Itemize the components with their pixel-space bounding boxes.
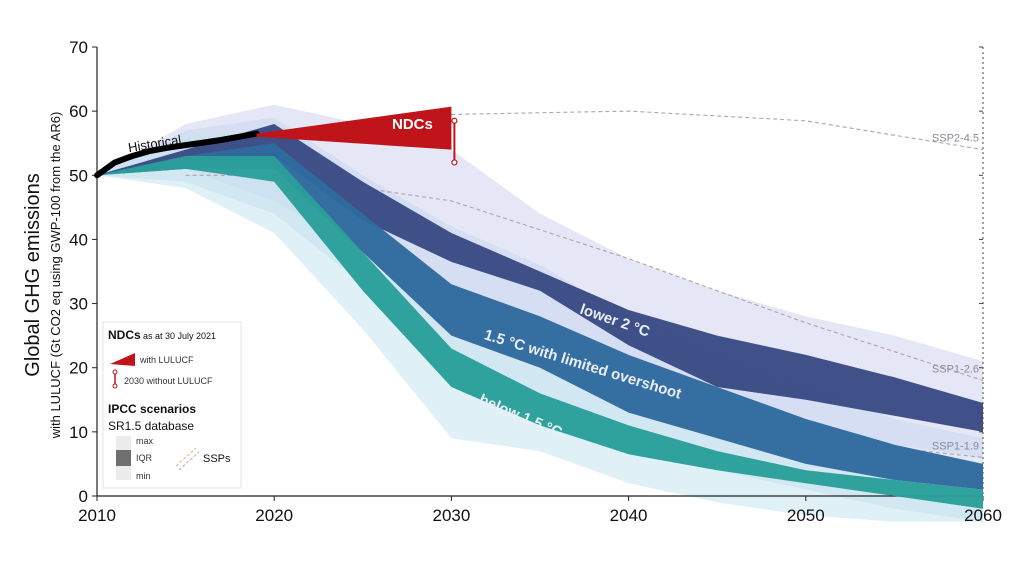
- x-tick-label: 2040: [610, 506, 648, 525]
- x-tick-label: 2060: [964, 506, 1002, 525]
- y-axis-subtitle: with LULUCF (Gt CO2 eq using GWP-100 fro…: [48, 112, 63, 440]
- legend-ssp-line: [178, 451, 200, 471]
- ndc-layer: NDCs: [256, 106, 458, 166]
- legend-without-lulucf: 2030 without LULUCF: [124, 376, 213, 386]
- x-tick-label: 2030: [432, 506, 470, 525]
- iqr-band-0: [97, 124, 983, 432]
- ndc-label: NDCs: [392, 116, 433, 133]
- y-tick-label: 20: [69, 359, 88, 378]
- historical-line: [94, 130, 260, 179]
- legend-iqr: IQR: [136, 453, 153, 463]
- scenario-band-layer: [97, 124, 983, 509]
- historical-layer: Historical: [94, 130, 260, 179]
- ndc-range-end: [451, 159, 458, 166]
- y-tick-label: 30: [69, 295, 88, 314]
- y-tick-label: 50: [69, 166, 88, 185]
- legend-ipcc-title: IPCC scenarios: [108, 402, 196, 416]
- ssp-label: SSP2-4.5: [932, 133, 979, 145]
- legend-bar-end: [112, 369, 118, 375]
- ndc-wedge: [256, 106, 452, 150]
- ssp-label: SSP1-1.9: [932, 441, 979, 453]
- ndc-range-end: [451, 117, 458, 124]
- legend-box: NDCs as at 30 July 2021 with LULUCF 2030 wi…: [102, 321, 242, 489]
- y-tick-label: 0: [79, 487, 88, 506]
- y-tick-label: 40: [69, 230, 88, 249]
- y-tick-label: 70: [69, 38, 88, 57]
- legend-db: SR1.5 database: [108, 419, 194, 433]
- legend-iqr-swatch: [116, 450, 131, 466]
- ssp-label: SSP1-2.6: [932, 364, 979, 376]
- legend-min: min: [136, 471, 151, 481]
- legend-with-lulucf: with LULUCF: [139, 355, 194, 365]
- x-tick-label: 2020: [255, 506, 293, 525]
- y-tick-label: 10: [69, 423, 88, 442]
- legend-bar-end: [112, 383, 118, 389]
- legend-ndcs-title: NDCs: [108, 328, 141, 342]
- x-tick-label: 2010: [78, 506, 116, 525]
- y-axis-title: Global GHG emissions: [22, 173, 44, 376]
- legend-ssp-line: [175, 447, 197, 467]
- x-tick-label: 2050: [787, 506, 825, 525]
- legend-ndcs-date: as at 30 July 2021: [143, 331, 216, 341]
- iqr-band-1: [97, 143, 983, 490]
- legend-ssps: SSPs: [203, 453, 231, 465]
- legend-max: max: [136, 436, 154, 446]
- y-tick-label: 60: [69, 102, 88, 121]
- legend-wedge-swatch: [110, 353, 135, 366]
- ssp-line-ssp2-4.5: [451, 110, 984, 151]
